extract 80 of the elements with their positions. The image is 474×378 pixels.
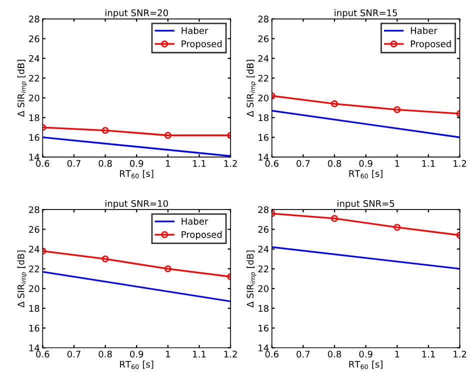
x-tick-label: 0.7 [67, 160, 80, 167]
legend-label: Haber [182, 218, 208, 225]
x-tick-label: 0.9 [359, 350, 372, 358]
x-axis-title: RT$_{60}$ [s] [120, 360, 154, 370]
y-tick-label: 28 [258, 16, 268, 22]
y-tick-label: 14 [29, 344, 40, 352]
point [331, 100, 338, 108]
x-tick-label: 0.8 [98, 160, 112, 167]
x-axis-title: RT$_{60}$ [s] [349, 360, 382, 370]
y-tick-label: 20 [29, 285, 40, 292]
y-tick-label: 24 [29, 246, 40, 252]
x-tick-label: 1.2 [454, 350, 466, 358]
x-tick-label: 1.2 [224, 350, 237, 358]
x-tick-label: 0.6 [265, 160, 278, 167]
chart-title: input SNR=20 [106, 9, 168, 18]
x-tick-label: 0.8 [98, 350, 112, 358]
y-tick-label: 26 [258, 35, 269, 42]
x-tick-label: 1.2 [224, 160, 237, 167]
y-tick-label: 24 [258, 55, 269, 62]
x-tick-label: 0.9 [130, 350, 144, 358]
x-axis-title: RT$_{60}$ [s] [120, 170, 154, 178]
y-axis-title: Δ SIR$_{imp}$ [dB] [17, 60, 27, 117]
y-tick-label: 26 [29, 226, 40, 233]
y-tick-label: 24 [29, 55, 40, 62]
y-axis-title: Δ SIR$_{imp}$ [dB] [246, 250, 256, 308]
x-tick-label: 0.7 [296, 160, 310, 167]
y-tick-label: 22 [258, 74, 268, 82]
legend-label: Proposed [410, 40, 451, 50]
legend-label: Haber [182, 27, 208, 34]
x-tick-label: 0.6 [36, 160, 50, 167]
x-tick-label: 0.9 [130, 160, 144, 167]
chart-title: input SNR=15 [334, 9, 397, 18]
y-tick-label: 20 [258, 285, 269, 292]
y-tick-label: 24 [258, 246, 269, 252]
legend-label: Haber [410, 27, 438, 34]
y-tick-label: 22 [29, 266, 39, 272]
y-axis-title: Δ SIR$_{imp}$ [dB] [246, 60, 256, 117]
y-tick-label: 18 [29, 114, 40, 122]
legend-label: Proposed [182, 40, 222, 50]
x-tick-label: 0.8 [328, 160, 342, 167]
y-tick-label: 28 [29, 16, 40, 22]
x-tick-label: 1 [395, 350, 400, 358]
x-tick-label: 0.8 [328, 350, 342, 358]
point [331, 214, 338, 222]
y-tick-label: 20 [258, 94, 269, 102]
x-tick-label: 0.6 [36, 350, 50, 358]
legend-label: Proposed [182, 230, 222, 240]
x-tick-label: 1 [395, 160, 400, 167]
y-tick-label: 18 [258, 114, 268, 122]
x-tick-label: 1.1 [422, 160, 435, 167]
x-tick-label: 1.1 [193, 350, 206, 358]
x-tick-label: 1 [166, 350, 170, 358]
chart-title: input SNR=5 [338, 200, 394, 209]
x-tick-label: 1.1 [422, 350, 435, 358]
x-tick-label: 0.7 [67, 350, 80, 358]
y-tick-label: 16 [29, 134, 40, 141]
x-axis-title: RT$_{60}$ [s] [349, 170, 382, 178]
x-tick-label: 0.9 [359, 160, 372, 167]
y-tick-label: 28 [258, 206, 268, 214]
chart-title: input SNR=10 [106, 200, 168, 209]
y-tick-label: 26 [29, 35, 40, 42]
y-tick-label: 20 [29, 94, 40, 102]
y-tick-label: 16 [258, 134, 269, 141]
y-tick-label: 14 [258, 344, 269, 352]
y-tick-label: 28 [29, 206, 40, 214]
x-tick-label: 0.7 [296, 350, 310, 358]
y-tick-label: 16 [258, 324, 269, 332]
y-tick-label: 18 [29, 305, 40, 312]
y-tick-label: 16 [29, 324, 40, 332]
y-tick-label: 26 [258, 226, 269, 233]
x-tick-label: 1.2 [454, 160, 466, 167]
y-tick-label: 14 [29, 154, 40, 161]
x-tick-label: 0.6 [265, 350, 278, 358]
y-tick-label: 14 [258, 154, 269, 161]
y-tick-label: 18 [258, 305, 268, 312]
y-tick-label: 22 [258, 266, 268, 272]
y-axis-title: Δ SIR$_{imp}$ [dB] [17, 250, 27, 308]
y-tick-label: 22 [29, 74, 39, 82]
x-tick-label: 1.1 [193, 160, 206, 167]
x-tick-label: 1 [166, 160, 170, 167]
